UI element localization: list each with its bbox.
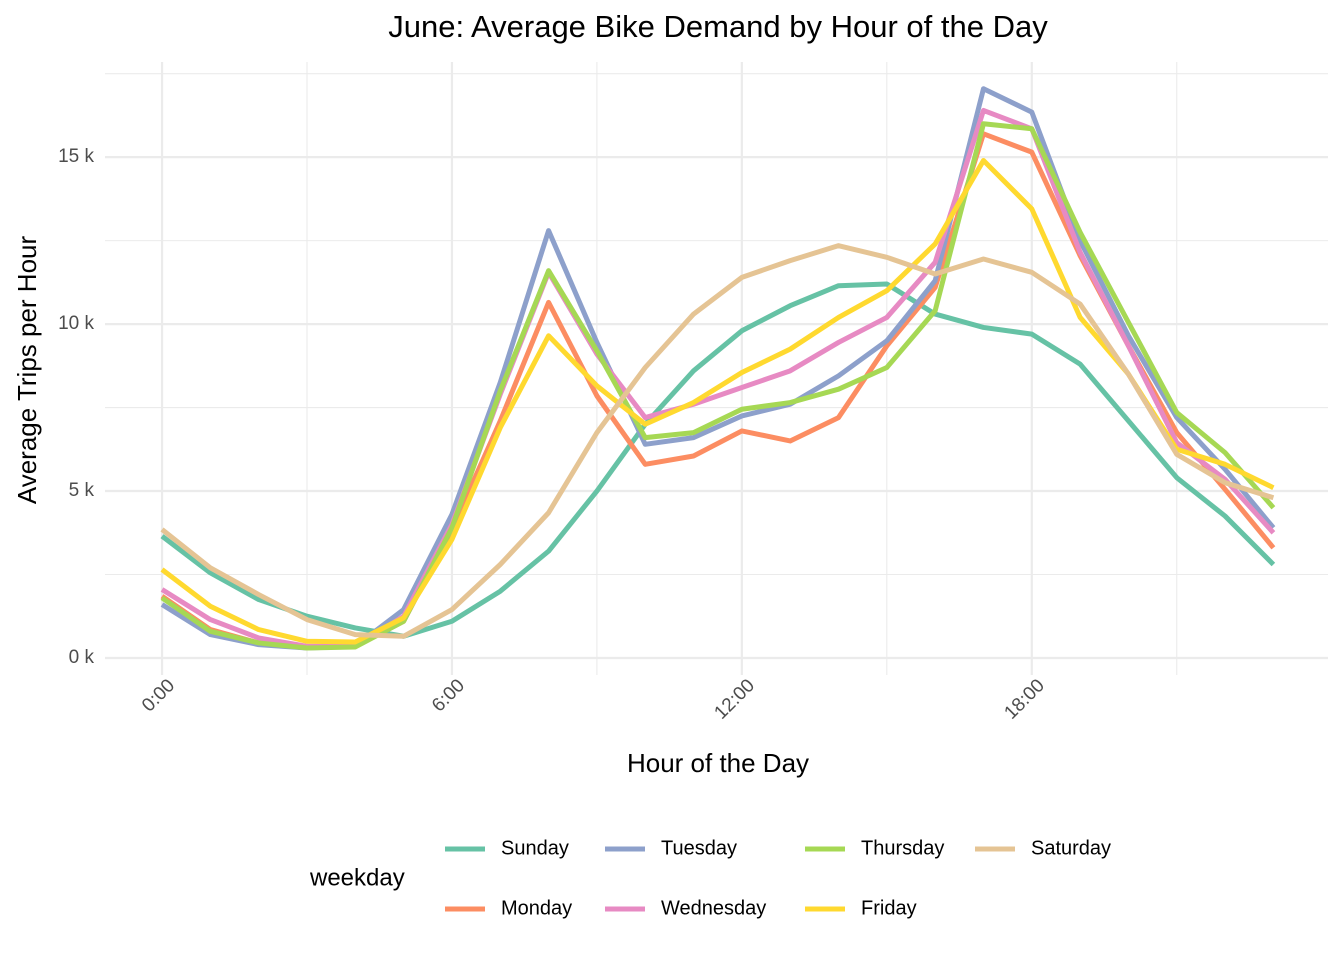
data-line: [160, 121, 1276, 651]
y-tick-label: 0 k: [69, 647, 95, 668]
data-line: [160, 281, 1276, 639]
legend-label: Monday: [501, 897, 572, 919]
y-axis-title: Average Trips per Hour: [12, 236, 42, 505]
x-tick-label: 0:00: [138, 675, 179, 716]
legend-label: Thursday: [861, 837, 944, 859]
x-tick-label: 6:00: [428, 675, 469, 716]
chart-title: June: Average Bike Demand by Hour of the…: [388, 9, 1048, 44]
y-tick-label: 5 k: [69, 480, 95, 501]
legend: Sunday Monday Tuesday Wednesday Thursday Frid…: [445, 837, 1111, 919]
legend-label: Tuesday: [661, 837, 737, 859]
data-line: [160, 243, 1275, 639]
data-line: [160, 86, 1276, 651]
x-tick-label: 12:00: [710, 675, 758, 723]
legend-title: weekday: [309, 864, 405, 891]
x-axis-title: Hour of the Day: [627, 748, 809, 778]
grid: [105, 62, 1328, 675]
y-tick-label: 10 k: [58, 313, 94, 334]
legend-label: Wednesday: [661, 897, 766, 919]
lines: [160, 86, 1276, 651]
legend-label: Saturday: [1031, 837, 1111, 859]
legend-label: Friday: [861, 897, 917, 919]
data-line: [160, 157, 1275, 645]
legend-label: Sunday: [501, 837, 569, 859]
data-line: [160, 107, 1276, 649]
x-tick-label: 18:00: [1000, 675, 1048, 723]
y-tick-label: 15 k: [58, 146, 94, 167]
